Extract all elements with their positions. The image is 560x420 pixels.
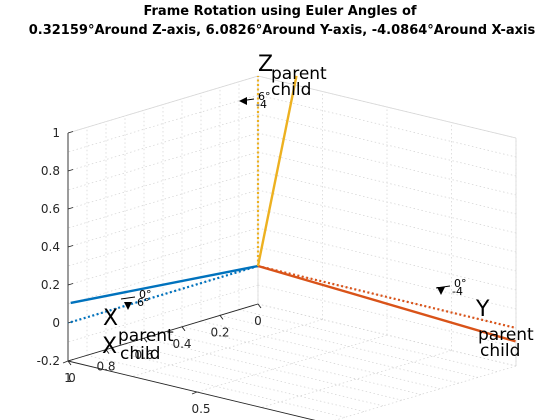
- grid-line: [257, 189, 517, 253]
- grid-line: [219, 315, 479, 378]
- grid-line: [257, 208, 517, 272]
- x-angle-marker: 0°6°: [120, 288, 152, 310]
- z-angle-marker: 6°-4: [239, 90, 271, 111]
- grid-line: [238, 309, 498, 373]
- x-tick-mark: [257, 303, 262, 309]
- axes-box: [62, 75, 517, 420]
- z-tick-label: -0.2: [37, 354, 60, 368]
- z-tick-label: 0.6: [41, 202, 60, 216]
- y-child-axis: [257, 264, 516, 343]
- x-tick-mark: [143, 337, 148, 343]
- y-tick-mark: [191, 391, 198, 395]
- frame-labels: XparentchildXYparentchildZparentchild0°6…: [102, 52, 534, 364]
- grid-line: [334, 365, 517, 420]
- grid-line: [257, 113, 517, 177]
- x-tick-mark: [67, 360, 72, 366]
- grid-line: [67, 246, 259, 305]
- chart-subtitle: 0.32159°Around Z-axis, 6.0826°Around Y-a…: [29, 23, 536, 38]
- box-edge: [67, 75, 259, 134]
- x-tick-label: 0.2: [210, 325, 229, 339]
- grid-line: [181, 326, 441, 390]
- x-parent-label: parent: [118, 326, 174, 346]
- z-child-axis: [256, 75, 298, 267]
- z-axis-letter: Z: [258, 52, 273, 77]
- x-tick-label: 0.8: [96, 360, 115, 374]
- z-tick-label: 1: [52, 126, 60, 140]
- grid-line: [67, 284, 259, 343]
- grid-line: [67, 113, 259, 172]
- z-angle-arrow: [239, 97, 247, 105]
- x-angle-arc: [120, 296, 136, 300]
- z-tick-mark: [67, 283, 74, 286]
- x-tick-label: 1: [64, 371, 72, 385]
- z-tick-mark: [67, 245, 74, 248]
- chart-title: Frame Rotation using Euler Angles of: [143, 4, 416, 19]
- x-tick-label: 0: [254, 314, 262, 328]
- z-parent-label: parent: [271, 64, 327, 84]
- y-angle-marker: 0°-4: [435, 277, 467, 298]
- box-edge: [257, 75, 517, 139]
- grid-line: [257, 284, 517, 348]
- x-angle-arrow: [124, 302, 132, 310]
- z-tick-label: 0.8: [41, 164, 60, 178]
- grid-line: [67, 132, 259, 191]
- z-tick-mark: [67, 207, 74, 210]
- y-child-label: child: [480, 341, 520, 361]
- x-axis-line: [67, 303, 259, 362]
- frame-axes: [67, 75, 517, 343]
- x-tick-label: 0.4: [172, 337, 191, 351]
- grid-line: [67, 189, 259, 248]
- y-tick-label: 0.5: [191, 402, 210, 416]
- x-child-axis-letter: X: [102, 334, 117, 359]
- x-parent-axis: [67, 264, 259, 325]
- y-angle-parent: 0°: [454, 277, 467, 290]
- grid-layer: [67, 75, 517, 420]
- x-tick-label: 0.6: [134, 348, 153, 362]
- grid-line: [86, 354, 346, 418]
- grid-line: [200, 320, 460, 384]
- grid-line: [67, 170, 259, 229]
- y-parent-label: parent: [478, 325, 534, 345]
- z-angle-parent: 6°: [258, 90, 271, 103]
- x-angle-child: 6°: [137, 296, 150, 309]
- y-tick-label: 0: [68, 371, 76, 385]
- y-axis-letter: Y: [475, 297, 490, 322]
- z-angle-child: -4: [256, 98, 267, 111]
- grid-line: [261, 350, 452, 408]
- x-child-axis: [70, 264, 259, 305]
- z-child-label: child: [271, 80, 311, 100]
- z-tick-label: 0.4: [41, 240, 60, 254]
- grid-line: [67, 208, 259, 267]
- z-tick-label: 0: [52, 316, 60, 330]
- grid-line: [124, 343, 384, 407]
- z-tick-mark: [67, 359, 74, 362]
- x-child-label: child: [120, 344, 160, 364]
- x-tick-mark: [181, 326, 186, 332]
- x-tick-mark: [105, 349, 110, 354]
- grid-line: [143, 337, 403, 401]
- grid-line: [67, 94, 259, 153]
- grid-line: [67, 151, 259, 210]
- z-tick-mark: [67, 169, 74, 172]
- z-tick-mark: [67, 131, 74, 134]
- grid-line: [257, 132, 517, 196]
- x-angle-parent: 0°: [139, 288, 152, 301]
- grid-line: [105, 349, 365, 412]
- grid-line: [67, 227, 259, 286]
- y-tick-mark: [62, 360, 69, 364]
- x-axis-letter: X: [103, 306, 118, 331]
- y-parent-axis: [257, 264, 517, 330]
- x-tick-mark: [219, 315, 224, 320]
- grid-line: [196, 334, 388, 393]
- y-angle-arrow: [437, 287, 445, 295]
- grid-line: [162, 332, 422, 395]
- y-angle-child: -4: [452, 285, 463, 298]
- z-tick-label: 0.2: [41, 278, 60, 292]
- grid-line: [132, 319, 323, 377]
